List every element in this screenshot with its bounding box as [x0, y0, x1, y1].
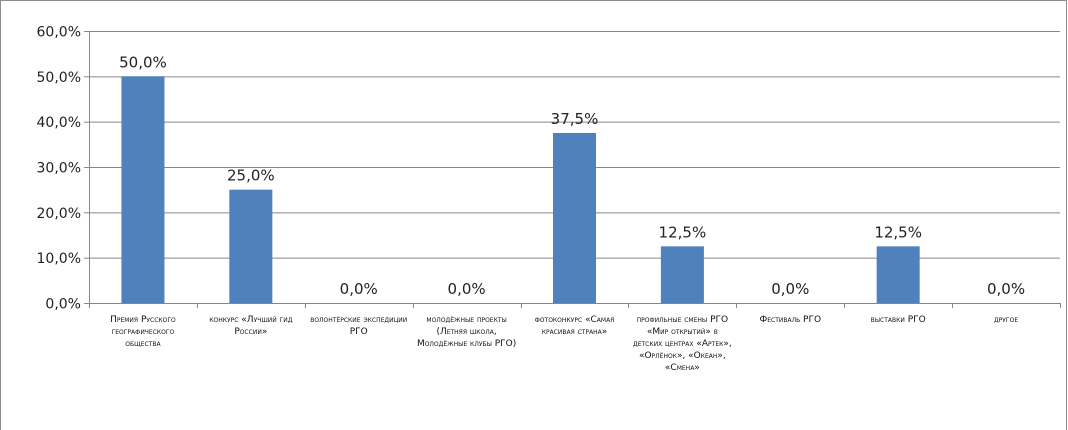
x-category-label: выставки РГО — [870, 315, 926, 325]
x-category-label: другое — [993, 315, 1019, 325]
y-tick-label: 0,0% — [45, 297, 81, 313]
bar — [660, 246, 704, 303]
y-tick-label: 30,0% — [37, 161, 81, 177]
x-category-label: Премия Русского географического общества — [110, 315, 176, 349]
data-labels: 50,0% 25,0% 0,0% 0,0% 37,5% 12,5% 0,0% 12,5% 0,0… — [119, 53, 1025, 298]
y-tick-label: 50,0% — [37, 70, 81, 86]
data-label: 12,5% — [659, 223, 707, 241]
bar — [553, 133, 596, 303]
bar — [876, 246, 920, 303]
y-tick-label: 60,0% — [37, 25, 81, 41]
bar — [121, 76, 165, 303]
x-category-label: конкурс «Лучший гид России» — [209, 315, 293, 337]
data-label: 0,0% — [448, 280, 486, 298]
y-tick-label: 20,0% — [37, 206, 81, 222]
bar — [229, 189, 273, 303]
x-category-label: волонтёрские экспедиции РГО — [310, 315, 408, 337]
data-label: 37,5% — [551, 110, 599, 128]
y-tick-label: 10,0% — [37, 251, 81, 267]
data-label: 50,0% — [119, 53, 167, 71]
data-label: 12,5% — [874, 223, 922, 241]
data-label: 0,0% — [987, 280, 1025, 298]
x-category-label: молодёжные проекты (Летняя школа, Молодё… — [416, 315, 517, 349]
data-label: 25,0% — [227, 167, 275, 185]
y-tick-label: 40,0% — [37, 115, 81, 131]
x-category-label: Фестиваль РГО — [759, 315, 822, 325]
axes: 0,0% 10,0% 20,0% 30,0% 40,0% 50,0% 60,0% — [37, 25, 1061, 313]
x-category-label: фотоконкурс «Самая красивая страна» — [534, 315, 615, 337]
data-label: 0,0% — [771, 280, 809, 298]
data-label: 0,0% — [340, 280, 378, 298]
x-category-label: профильные смены РГО «Мир открытий» в де… — [633, 315, 732, 373]
bars — [121, 76, 920, 303]
